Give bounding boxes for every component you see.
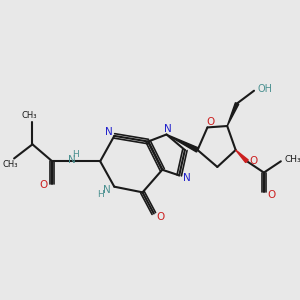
Polygon shape [236,150,248,163]
Text: CH₃: CH₃ [3,160,19,169]
Text: O: O [268,190,276,200]
Text: CH₃: CH₃ [22,111,38,120]
Text: O: O [207,117,215,127]
Text: OH: OH [257,84,272,94]
Text: N: N [164,124,172,134]
Text: H: H [97,190,104,199]
Text: O: O [249,156,257,166]
Text: N: N [103,185,110,195]
Text: N: N [105,128,113,137]
Text: O: O [157,212,165,222]
Text: N: N [183,173,191,183]
Polygon shape [167,134,199,152]
Text: O: O [39,180,47,190]
Text: H: H [72,150,79,159]
Text: N: N [68,155,76,165]
Text: CH₃: CH₃ [284,154,300,164]
Polygon shape [227,103,239,126]
